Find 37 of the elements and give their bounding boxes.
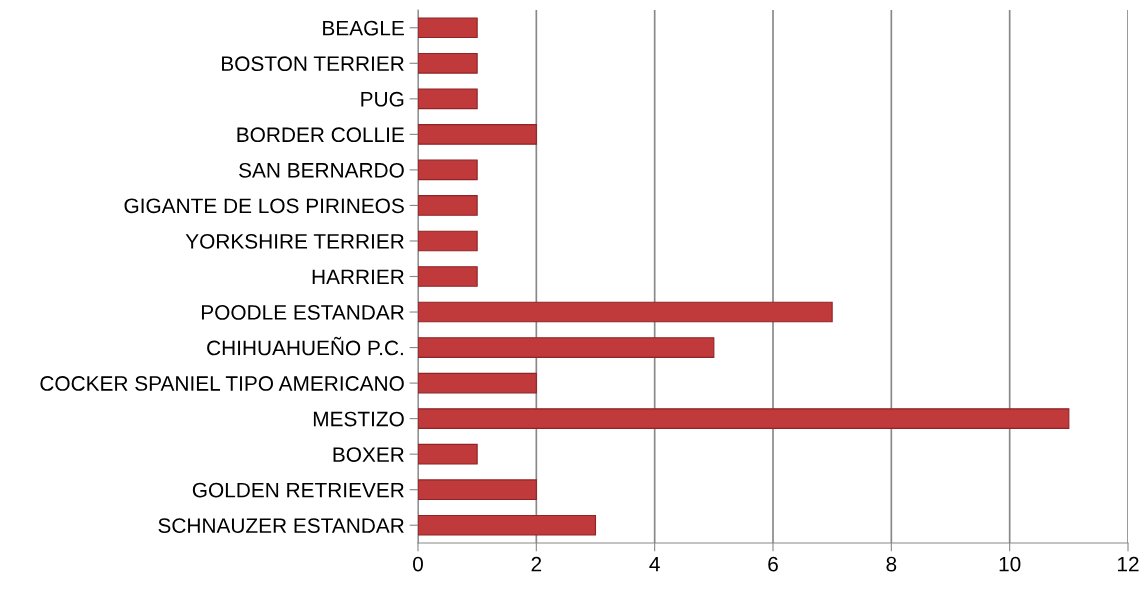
y-tick-label: GOLDEN RETRIEVER [192, 482, 404, 498]
x-tick-label: 12 [1118, 556, 1139, 572]
y-tick-label: YORKSHIRE TERRIER [185, 233, 404, 249]
bar [418, 195, 478, 216]
bar [418, 230, 478, 252]
bar [418, 443, 478, 465]
y-tick-label: BOSTON TERRIER [222, 56, 404, 72]
bar [418, 479, 537, 501]
y-tick-label: COCKER SPANIEL TIPO AMERICANO [40, 376, 404, 391]
y-tick-label: SAN BERNARDO [239, 162, 404, 178]
bar [418, 514, 597, 536]
bar [418, 88, 478, 110]
y-tick-label: POODLE ESTANDAR [201, 305, 404, 320]
x-tick-label: 10 [999, 556, 1021, 572]
bar [418, 124, 537, 145]
bar [418, 372, 537, 394]
bar [418, 266, 478, 287]
x-tick-label: 2 [531, 556, 542, 572]
y-tick-label: SCHNAUZER ESTANDAR [158, 518, 404, 533]
y-tick-label: MESTIZO [313, 411, 404, 427]
y-tick-label: HARRIER [312, 269, 404, 285]
y-tick-label: PUG [361, 91, 404, 107]
bar [418, 301, 833, 323]
bar [418, 408, 1070, 429]
y-tick-label: GIGANTE DE LOS PIRINEOS [124, 198, 404, 214]
bar [418, 337, 715, 358]
y-tick-label: BORDER COLLIE [237, 127, 404, 143]
y-tick-label: BOXER [333, 447, 404, 462]
x-tick-label: 0 [413, 556, 423, 572]
y-tick-label: CHIHUAHUEÑO P.C. [207, 336, 403, 356]
bar [418, 52, 478, 74]
bar [418, 159, 478, 181]
x-tick-label: 8 [886, 556, 897, 572]
x-tick-label: 6 [768, 556, 778, 572]
y-tick-label: BEAGLE [323, 20, 404, 36]
x-tick-label: 4 [649, 556, 660, 572]
bar [418, 17, 478, 39]
